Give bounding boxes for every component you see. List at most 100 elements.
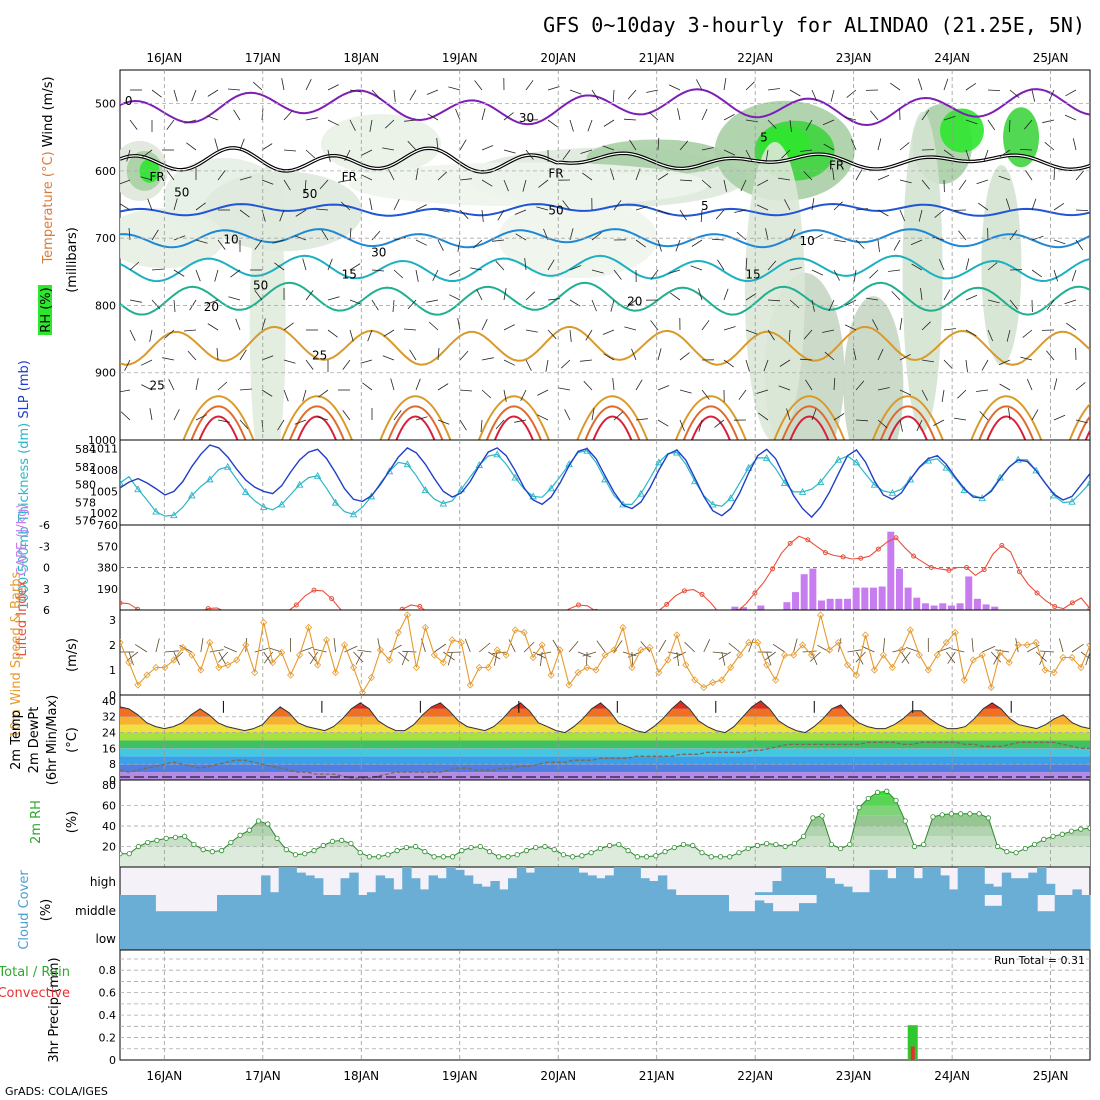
wind-barb [866,297,879,301]
wind-barb [987,262,998,271]
lifted-index-point [752,590,758,596]
wind-barb [999,149,1011,158]
wind-barb [206,299,219,305]
contour-label: 50 [174,185,189,199]
temp-band [120,772,1090,780]
wind-barb [464,638,471,653]
thickness-point [457,485,466,493]
cloud-bar [710,922,721,950]
wind-point [879,651,887,659]
cloud-bar [746,922,756,950]
wind-point [897,646,905,654]
wind-point [664,656,672,664]
cloud-bar [155,922,165,950]
rh-point [172,834,179,840]
boundary-temp-contour [493,415,534,440]
cloud-bar [278,922,289,950]
slp-tick: 1005 [90,485,118,498]
thickness-point [277,500,286,508]
wind-barb [736,231,747,241]
wind-barb [635,239,646,248]
wind-point [924,666,932,674]
wind-barb [295,209,307,217]
cloud-bar [622,867,632,895]
rh-point [717,854,724,860]
cape-tick: 760 [97,519,118,532]
wind-barb [673,651,687,659]
thickness-point [188,491,196,499]
rh-point [847,841,853,848]
cloud-bar [128,895,139,922]
top-date-label: 19JAN [442,51,478,65]
rh-point [154,837,160,843]
cloud-bar [1045,922,1056,950]
wind-barb [950,648,965,653]
wind-point [718,676,726,684]
wind-barb [216,347,219,361]
wind-barb [869,269,879,279]
cloud-bar [225,895,236,922]
cloud-bar [940,922,950,950]
boundary-temp-contour [592,415,633,440]
wind-point [754,638,762,647]
cloud-bar [428,875,438,895]
wind-point [1041,666,1049,674]
cloud-bar [305,922,315,950]
wind-barb [393,199,400,211]
temperature-contour [120,202,1090,217]
wind-barb [1065,322,1077,331]
wind-barb [802,650,817,653]
wind-barb [677,108,681,121]
wind-barb [1053,378,1058,391]
wind-point [969,656,977,664]
wind-barb [1080,651,1090,660]
rh-shading [348,162,709,207]
wind-barb [538,179,549,188]
wind-barb [602,145,615,151]
wind-barb [703,639,711,653]
boundary-temp-contour [970,395,1043,440]
thickness-point [349,510,358,518]
bottom-date-label: 20JAN [540,1069,576,1083]
wind-panel: 0 1 2 3 [109,609,1091,702]
wind-barb [1044,141,1055,151]
wind-barb [833,201,843,211]
cape-bar [887,531,895,610]
rh-point [570,854,576,860]
wind-point [682,661,690,669]
cloud-bar [587,922,597,950]
wind-barb [916,419,923,432]
wind-barb [745,149,752,161]
wind-barb [1022,329,1033,338]
wind-barb [149,408,153,421]
wind-barb [822,329,835,333]
wind-barb [393,89,396,102]
wind-barb [443,651,455,661]
wind-barb [582,651,597,657]
wind-barb [603,353,615,361]
wind-barb [629,139,637,151]
bottom-date-label: 16JAN [146,1069,182,1083]
wind-barb [459,419,467,431]
wind-barb [1064,114,1077,121]
wind-barb [583,380,593,391]
rh-point [1068,828,1075,834]
wind-barb [1009,89,1020,99]
cloud-bar [1072,895,1082,922]
lifted-index-point [928,565,934,570]
wind-barb [971,638,974,653]
cloud-bar [437,922,447,950]
wind-barb [239,419,249,430]
wind-barb [668,84,681,91]
wind-barb [403,328,417,331]
wind-barb [151,268,165,271]
rh-point [791,840,797,847]
wind-barb [870,110,879,121]
wind-barb [481,108,486,121]
wind-barb [305,117,318,121]
wind-barb [371,89,381,100]
wind-barb [283,322,294,331]
cloud-bar [993,922,1003,950]
cloud-bar [384,895,394,922]
cape-bar [792,592,800,610]
